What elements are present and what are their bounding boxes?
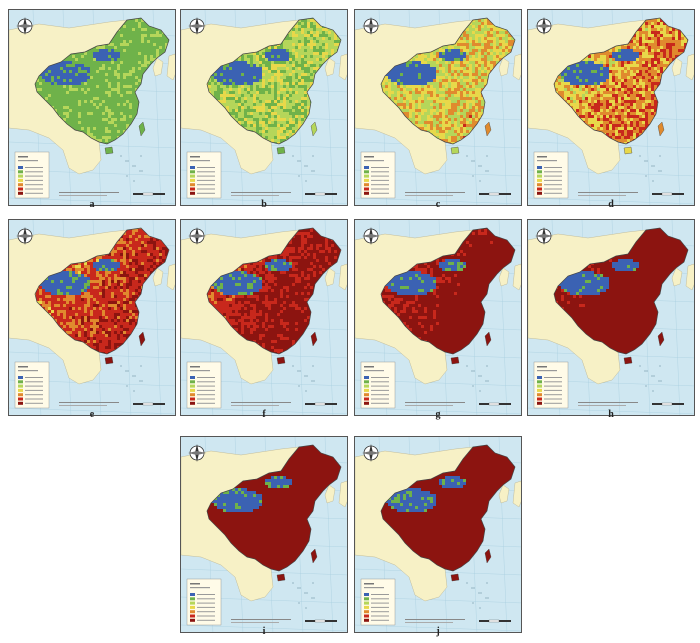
north-arrow-icon [362, 17, 380, 35]
north-arrow-icon [535, 17, 553, 35]
map-svg [9, 10, 175, 205]
panel-label-h: h [527, 409, 695, 420]
scale-bar-icon [479, 192, 511, 196]
scale-bar-icon [133, 192, 165, 196]
panel-label-g: g [354, 409, 522, 420]
map-panel-d [527, 9, 695, 206]
north-arrow-icon [535, 227, 553, 245]
map-svg [528, 220, 694, 415]
scale-bar-icon [133, 402, 165, 406]
legend-box [186, 578, 222, 626]
north-arrow-icon [188, 444, 206, 462]
map-panel-f [180, 219, 348, 416]
map-svg [181, 10, 347, 205]
north-arrow-icon [362, 227, 380, 245]
legend-box [186, 151, 222, 199]
panel-label-a: a [8, 199, 176, 210]
legend-box [360, 578, 396, 626]
panel-label-i: i [180, 626, 348, 637]
map-panel-h [527, 219, 695, 416]
map-svg [9, 220, 175, 415]
legend-box [360, 361, 396, 409]
legend-box [360, 151, 396, 199]
map-svg [181, 220, 347, 415]
panel-label-b: b [180, 199, 348, 210]
map-svg [355, 10, 521, 205]
map-panel-j [354, 436, 522, 633]
map-svg [355, 220, 521, 415]
map-panel-c [354, 9, 522, 206]
panel-label-c: c [354, 199, 522, 210]
map-panel-a [8, 9, 176, 206]
map-panel-i [180, 436, 348, 633]
panel-label-f: f [180, 409, 348, 420]
panel-label-e: e [8, 409, 176, 420]
north-arrow-icon [16, 227, 34, 245]
scale-bar-icon [652, 402, 684, 406]
scale-bar-icon [652, 192, 684, 196]
panel-label-j: j [354, 626, 522, 637]
legend-box [186, 361, 222, 409]
north-arrow-icon [188, 227, 206, 245]
legend-box [533, 361, 569, 409]
map-panel-b [180, 9, 348, 206]
map-panel-e [8, 219, 176, 416]
map-panel-g [354, 219, 522, 416]
legend-box [14, 361, 50, 409]
map-svg [355, 437, 521, 632]
legend-box [14, 151, 50, 199]
north-arrow-icon [188, 17, 206, 35]
map-svg [181, 437, 347, 632]
map-svg [528, 10, 694, 205]
panel-label-d: d [527, 199, 695, 210]
scale-bar-icon [305, 402, 337, 406]
scale-bar-icon [479, 402, 511, 406]
scale-bar-icon [479, 619, 511, 623]
legend-box [533, 151, 569, 199]
north-arrow-icon [16, 17, 34, 35]
scale-bar-icon [305, 619, 337, 623]
scale-bar-icon [305, 192, 337, 196]
north-arrow-icon [362, 444, 380, 462]
